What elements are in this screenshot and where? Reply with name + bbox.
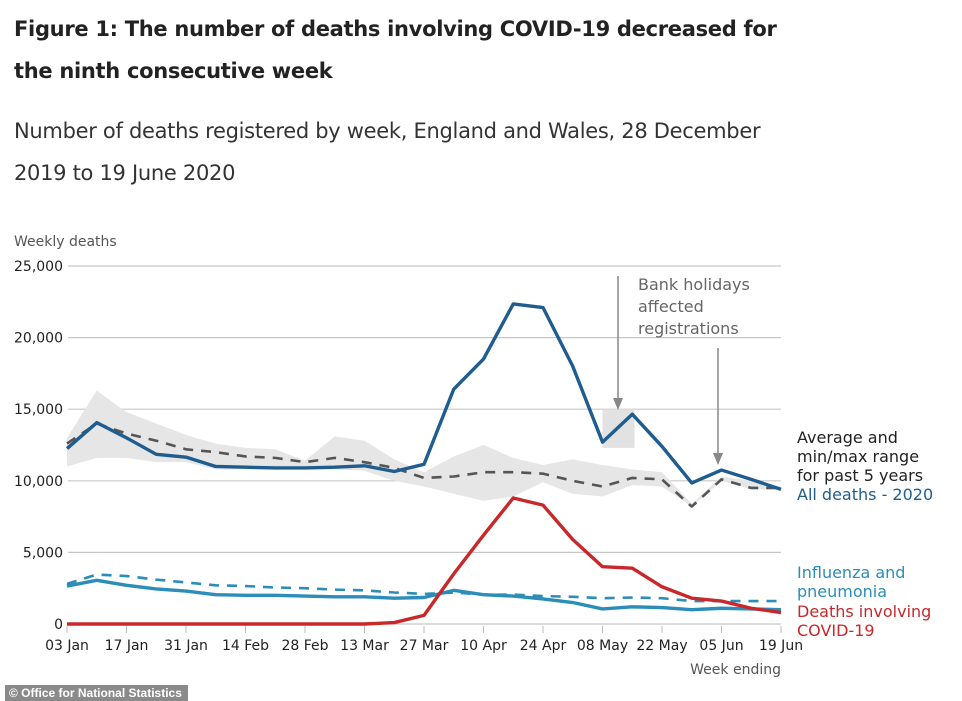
legend-covid-line-2: COVID-19	[797, 621, 875, 640]
x-tick-label: 28 Feb	[281, 638, 328, 654]
x-axis-title: Week ending	[690, 662, 781, 678]
x-tick-label: 08 May	[577, 638, 628, 654]
x-tick-label: 19 Jun	[759, 638, 803, 654]
y-tick-label: 20,000	[14, 331, 63, 347]
y-axis: 0 5,000 10,000 15,000 20,000 25,000	[14, 259, 63, 633]
x-tick-label: 14 Feb	[222, 638, 269, 654]
x-tick-label: 31 Jan	[164, 638, 208, 654]
legend-avg-line-3: for past 5 years	[797, 466, 923, 485]
legend-covid-line-1: Deaths involving	[797, 602, 931, 621]
series-line-deaths-involving-covid-19	[67, 496, 782, 626]
range-band	[67, 390, 781, 507]
legend-all-deaths: All deaths - 2020	[797, 485, 933, 504]
figure-title: Figure 1: The number of deaths involving…	[14, 17, 777, 83]
x-tick-label: 03 Jan	[45, 638, 89, 654]
x-tick-label: 10 Apr	[460, 638, 507, 654]
x-tick-label: 17 Jan	[105, 638, 149, 654]
annotation-arrows	[613, 276, 723, 465]
min-max-range-area	[67, 390, 781, 507]
annotation-arrowhead	[713, 453, 723, 465]
figure-subtitle: Number of deaths registered by week, Eng…	[14, 119, 761, 185]
x-axis: 03 Jan 17 Jan 31 Jan 14 Feb 28 Feb 13 Mar 27 M…	[45, 626, 803, 654]
legend-avg-line-2: min/max range	[797, 447, 919, 466]
legend-labels: Average and min/max range for past 5 yea…	[797, 428, 933, 640]
y-tick-label: 10,000	[14, 474, 63, 490]
bank-holiday-annotation: Bank holidays affected registrations	[613, 275, 750, 465]
series-line-influenza-and-pneumonia-2020	[66, 578, 782, 612]
legend-avg-line-1: Average and	[797, 428, 898, 447]
x-tick-label: 22 May	[636, 638, 687, 654]
x-tick-label: 24 Apr	[520, 638, 567, 654]
annotation-line-1: Bank holidays	[638, 275, 750, 294]
x-tick-label: 05 Jun	[699, 638, 743, 654]
source-credit: © Office for National Statistics	[5, 685, 188, 701]
y-axis-title: Weekly deaths	[14, 234, 117, 250]
y-tick-label: 0	[54, 617, 63, 633]
y-tick-label: 15,000	[14, 402, 63, 418]
annotation-line-2: affected	[638, 297, 704, 316]
y-tick-label: 25,000	[14, 259, 63, 275]
x-tick-label: 27 Mar	[400, 638, 449, 654]
annotation-line-3: registrations	[638, 319, 739, 338]
x-tick-label: 13 Mar	[340, 638, 389, 654]
legend-flu-line-1: Influenza and	[797, 563, 905, 582]
y-tick-label: 5,000	[23, 545, 63, 561]
series-lines	[65, 302, 782, 626]
legend-flu-line-2: pneumonia	[797, 582, 887, 601]
annotation-arrowhead	[613, 398, 623, 410]
